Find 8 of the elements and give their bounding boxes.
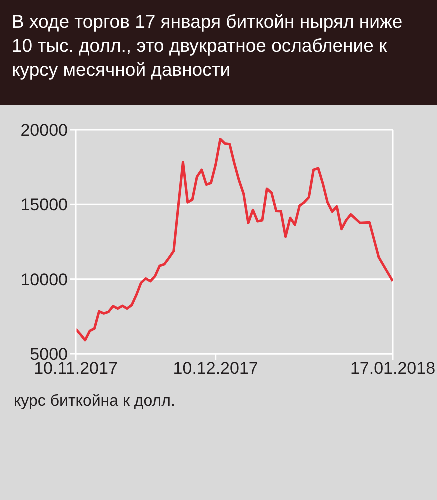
x-tick-label: 17.01.2018: [350, 359, 436, 378]
chart-title: В ходе торгов 17 января биткойн нырял ниже 10 тыс. долл., это двукратное ослабление к курсу месячной давности: [12, 11, 403, 80]
y-tick-label: 15000: [20, 196, 68, 215]
x-axis-title: курс биткойна к долл.: [14, 393, 176, 411]
y-tick-label: 10000: [20, 270, 68, 290]
x-tick-label: 10.12.2017: [173, 359, 258, 378]
x-tick-label: 10.11.2017: [34, 359, 118, 378]
y-tick-label: 20000: [20, 121, 68, 140]
